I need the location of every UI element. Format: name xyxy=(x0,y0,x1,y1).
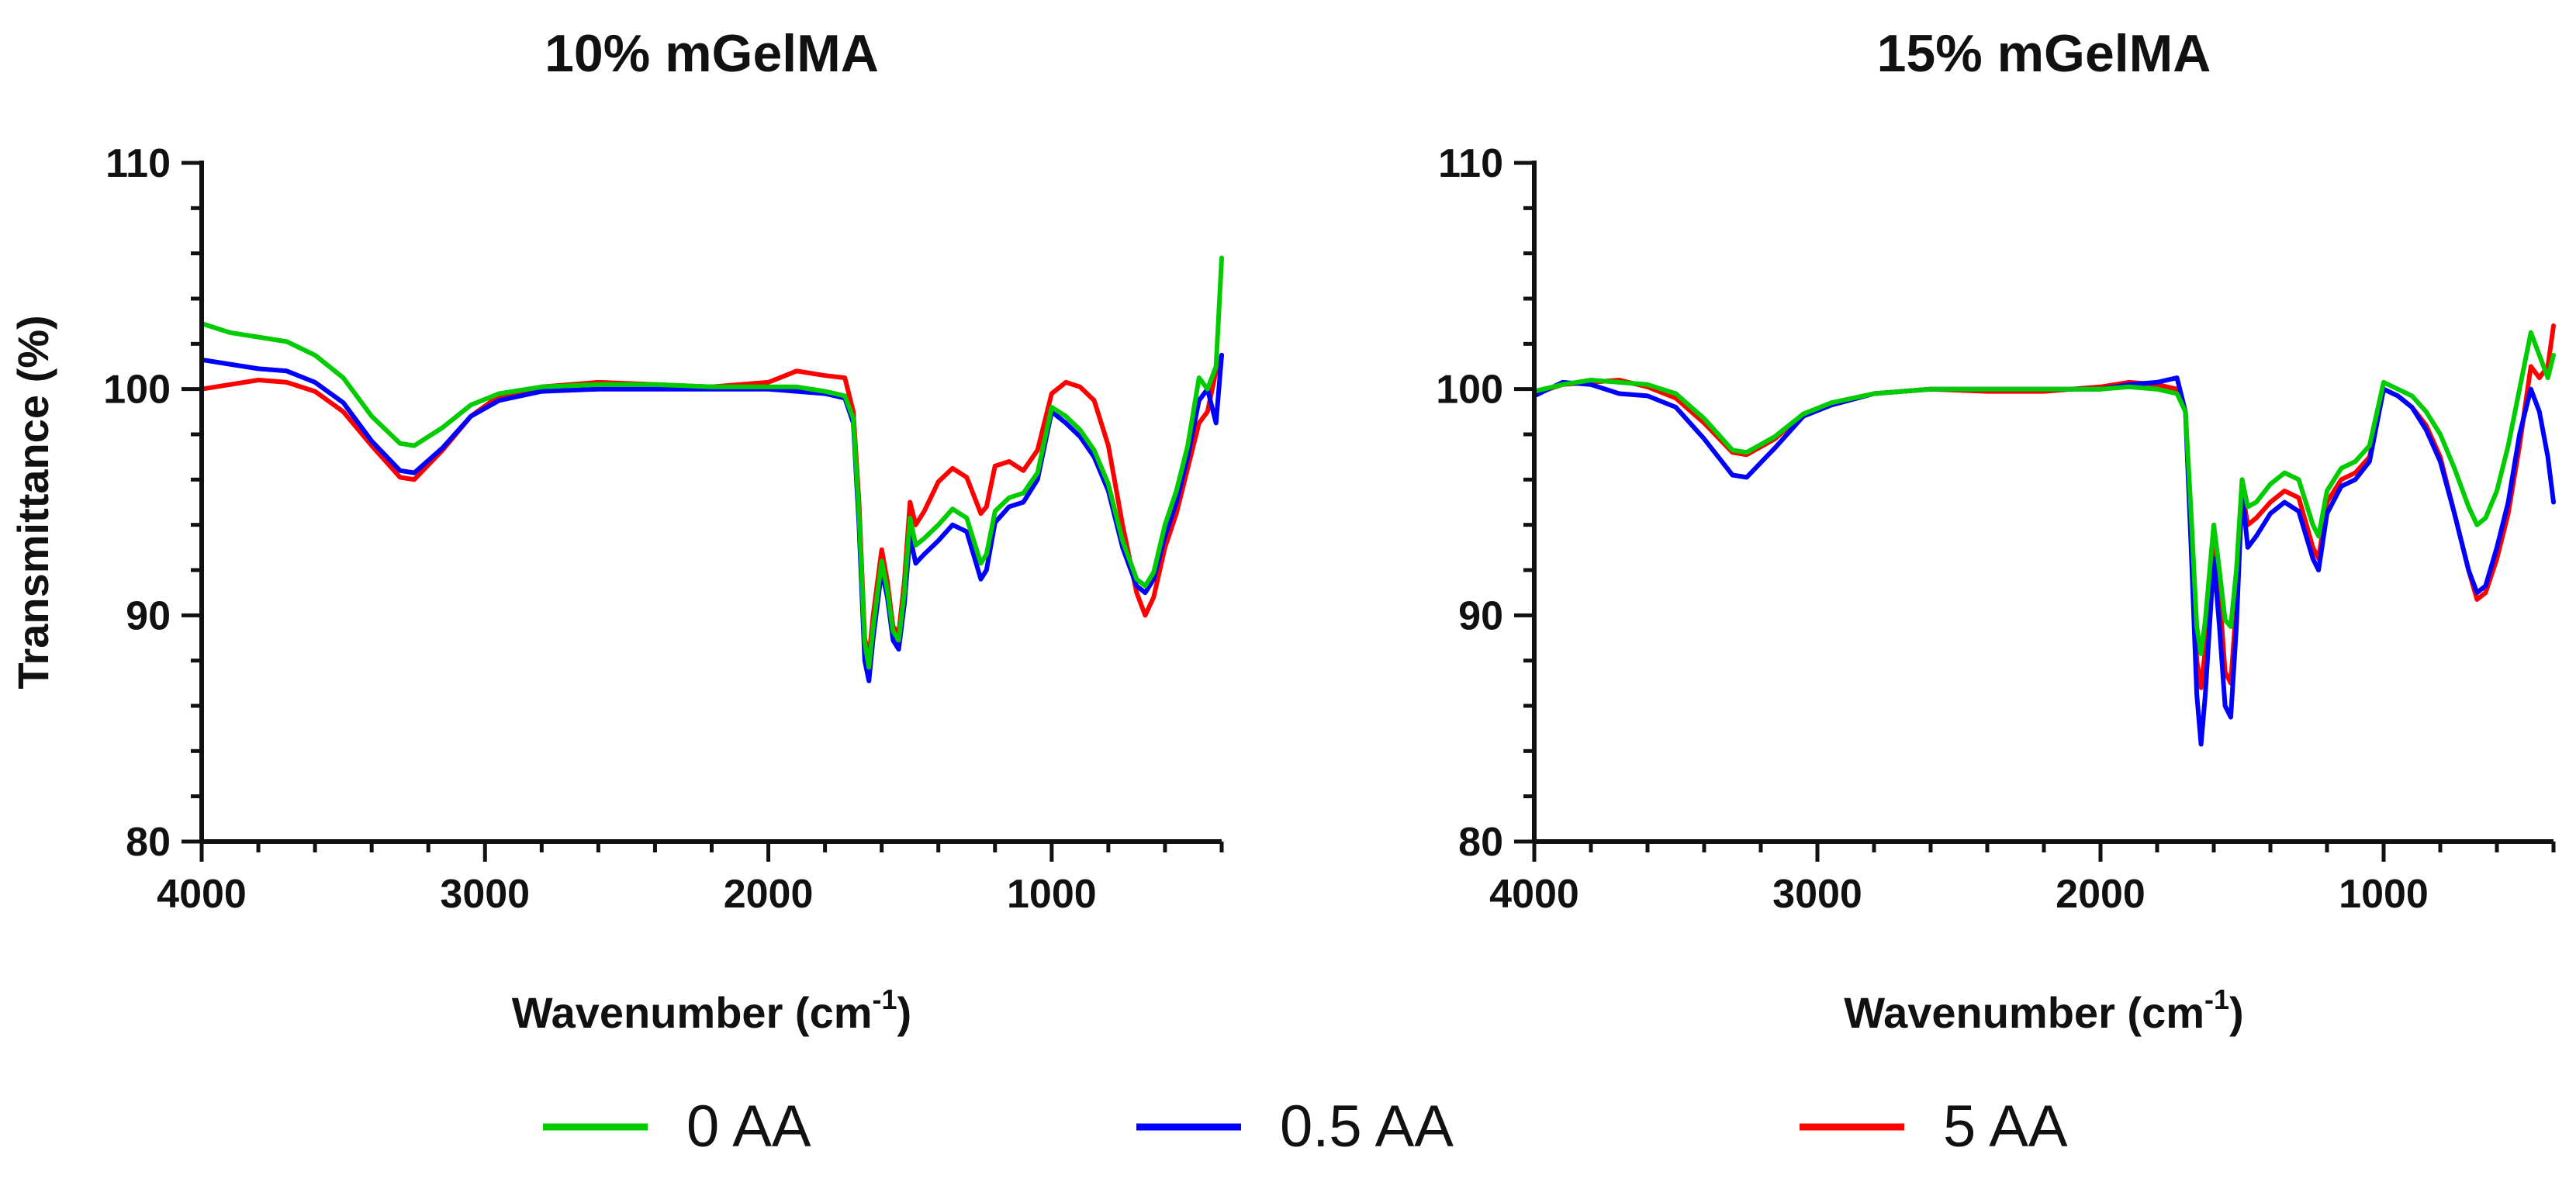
series-line-0-5-aa xyxy=(199,352,1224,683)
y-tick-label: 90 xyxy=(126,593,171,638)
x-tick-label: 2000 xyxy=(724,872,814,917)
y-tick-label: 100 xyxy=(103,368,171,413)
series-line-5-aa xyxy=(199,352,1224,661)
x-axis-label-exponent: -1 xyxy=(873,983,897,1015)
x-axis-label: Wavenumber (cm-1) xyxy=(512,983,911,1037)
x-tick-label: 3000 xyxy=(440,872,530,917)
chart-title: 15% mGelMA xyxy=(1877,24,2211,83)
chart-right: 15% mGelMA 80 90 100 110 4000 3000 2000 1000 Wave… xyxy=(1436,24,2556,1037)
legend-label: 0.5 AA xyxy=(1280,1094,1454,1160)
x-axis-label-close: ) xyxy=(897,988,912,1037)
x-tick-label: 1000 xyxy=(2339,872,2429,917)
series-line-0-aa xyxy=(1532,330,2556,656)
y-tick-label: 110 xyxy=(1438,141,1503,186)
legend-label: 5 AA xyxy=(1943,1094,2068,1160)
x-axis-label: Wavenumber (cm-1) xyxy=(1844,983,2243,1037)
y-tick-label: 100 xyxy=(1436,368,1503,413)
x-axis-label-text: Wavenumber (cm xyxy=(1844,988,2204,1037)
x-tick-label: 4000 xyxy=(157,872,247,917)
y-axis-label: Transmittance (%) xyxy=(9,315,57,689)
series-line-5-aa xyxy=(1532,323,2556,690)
x-tick-label: 3000 xyxy=(1772,872,1862,917)
x-tick-label: 1000 xyxy=(1007,872,1097,917)
x-tick-label: 2000 xyxy=(2056,872,2146,917)
x-tick-label: 4000 xyxy=(1489,872,1579,917)
chart-title: 10% mGelMA xyxy=(545,24,879,83)
y-tick-label: 110 xyxy=(105,141,171,186)
chart-left: 10% mGelMA 80 90 100 110 4000 3000 2000 1000 Wave… xyxy=(9,24,1224,1037)
y-tick-label: 80 xyxy=(126,820,171,865)
x-axis-label-exponent: -1 xyxy=(2204,983,2229,1015)
y-tick-label: 80 xyxy=(1458,820,1503,865)
x-axis-label-close: ) xyxy=(2229,988,2244,1037)
x-axis-label-text: Wavenumber (cm xyxy=(512,988,873,1037)
y-tick-label: 90 xyxy=(1458,593,1503,638)
legend: 0 AA 0.5 AA 5 AA xyxy=(543,1094,2068,1160)
legend-label: 0 AA xyxy=(686,1094,811,1160)
series-line-0-aa xyxy=(199,255,1224,670)
series-line-0-5-aa xyxy=(1532,375,2556,747)
